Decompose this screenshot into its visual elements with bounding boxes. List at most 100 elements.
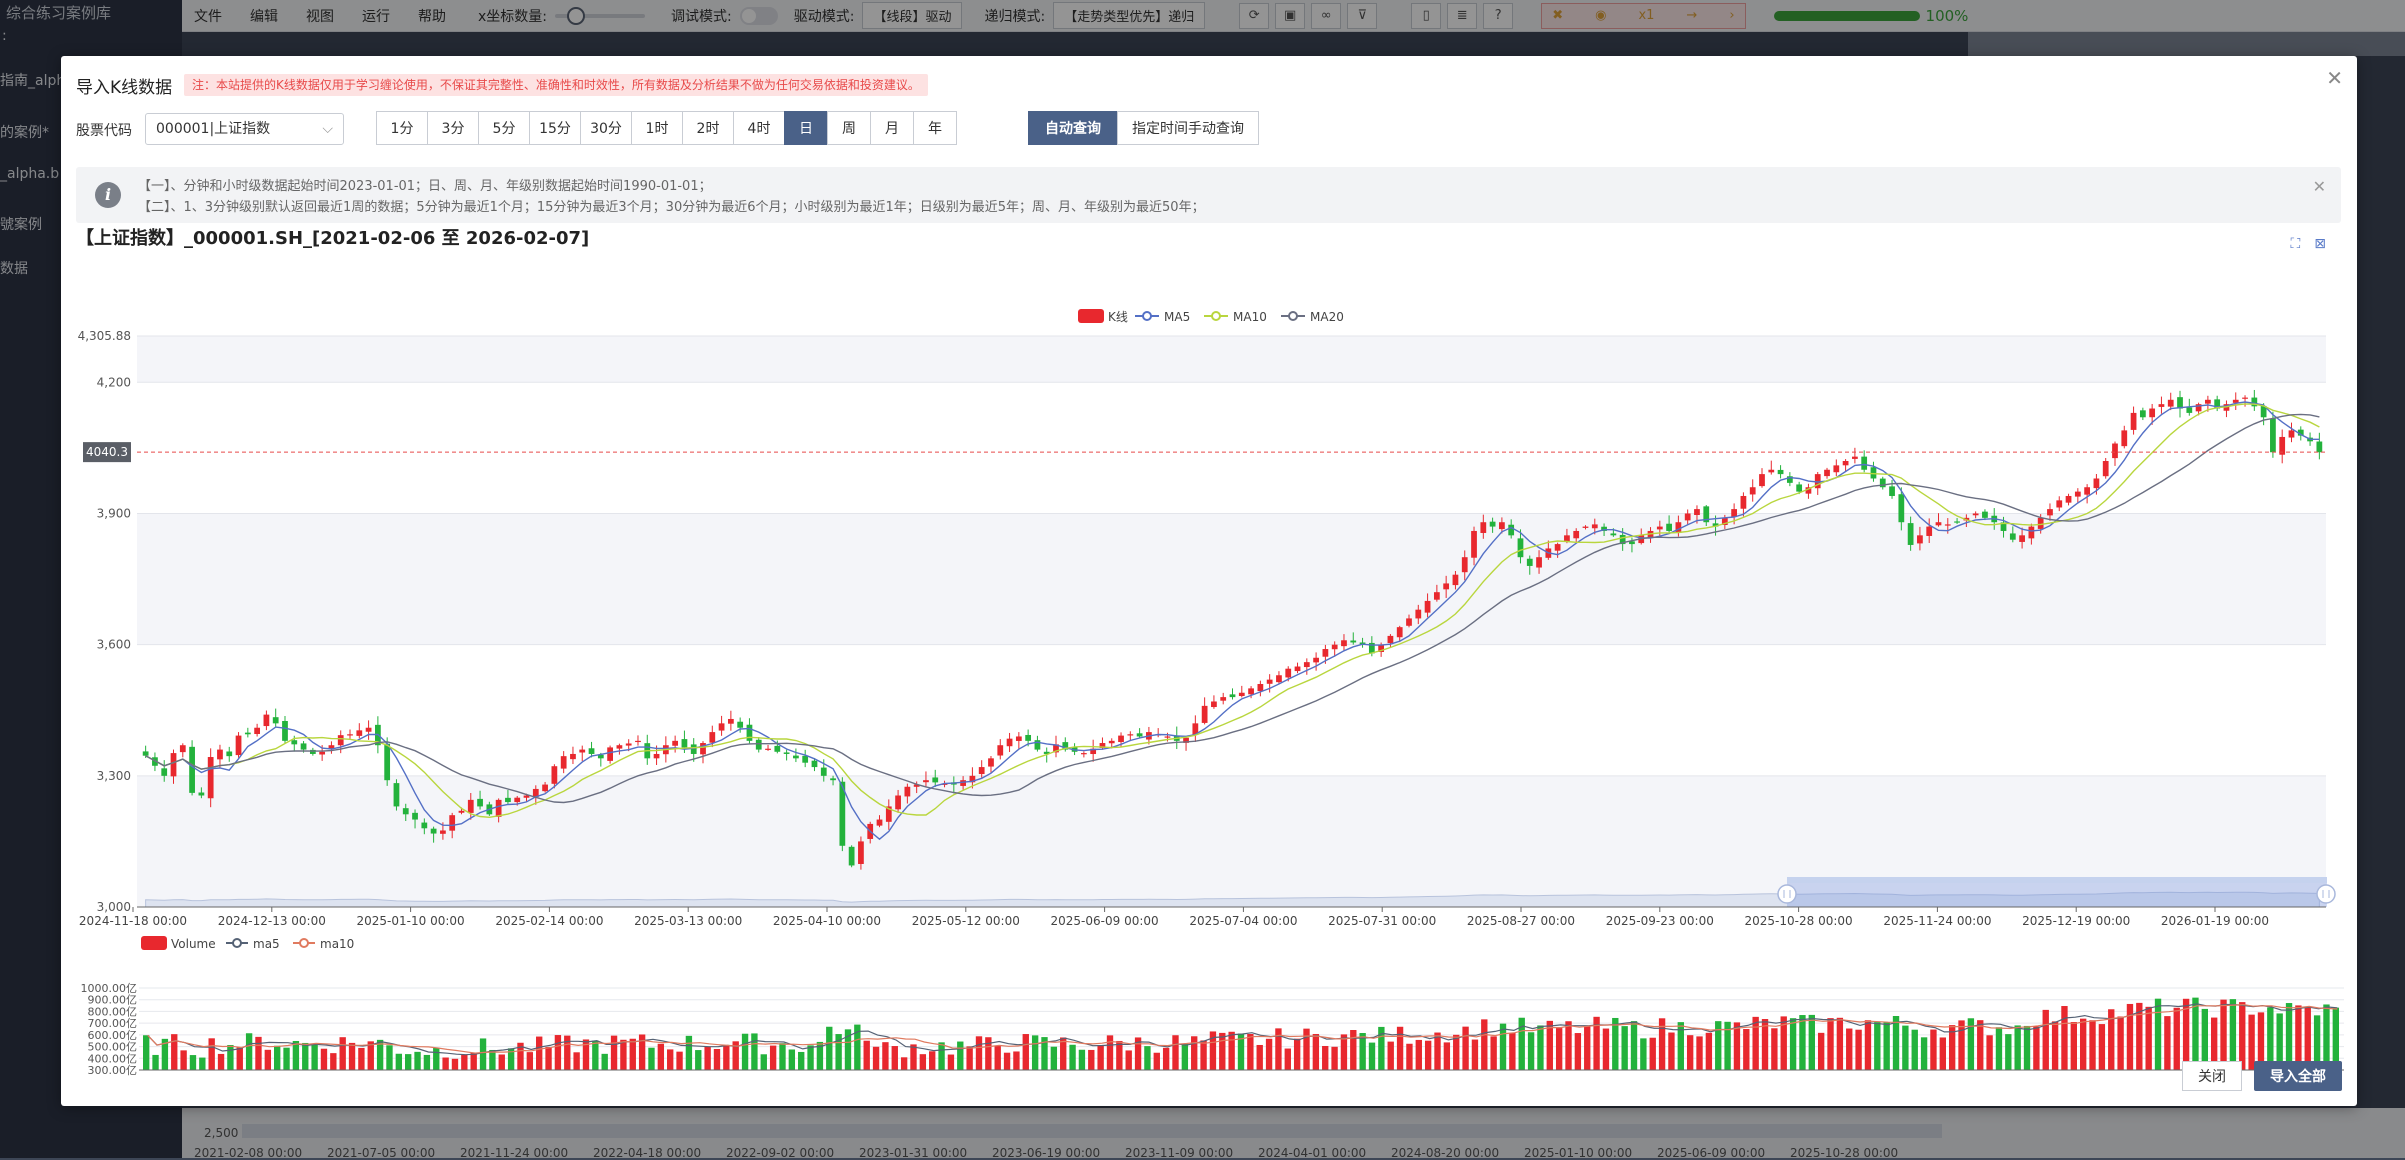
volume-bar[interactable] (414, 1051, 421, 1070)
candle[interactable] (1396, 625, 1403, 643)
candle[interactable] (495, 798, 502, 823)
volume-bar[interactable] (2136, 1002, 2143, 1070)
candle[interactable] (895, 789, 901, 813)
volume-bar[interactable] (2014, 1025, 2021, 1070)
volume-bar[interactable] (1780, 1016, 1787, 1070)
candle[interactable] (2214, 395, 2221, 412)
candle[interactable] (1303, 658, 1310, 675)
manual-query-button[interactable]: 指定时间手动查询 (1117, 111, 1259, 145)
volume-bar[interactable] (751, 1033, 758, 1070)
volume-bar[interactable] (489, 1049, 496, 1070)
candle[interactable] (1452, 571, 1459, 590)
candle[interactable] (430, 826, 437, 843)
help-icon[interactable]: ? (1483, 2, 1514, 29)
volume-bar[interactable] (1892, 1016, 1900, 1070)
candle[interactable] (978, 760, 985, 778)
volume-bar[interactable] (1424, 1040, 1432, 1070)
volume-bar[interactable] (1696, 1036, 1703, 1070)
volume-bar[interactable] (2098, 1024, 2106, 1070)
candle[interactable] (1155, 728, 1162, 738)
candle[interactable] (2158, 396, 2165, 414)
candle[interactable] (412, 809, 418, 829)
slider-knob[interactable] (567, 6, 586, 25)
volume-bar[interactable] (1499, 1023, 1507, 1070)
candle[interactable] (1814, 471, 1821, 495)
volume-bar[interactable] (610, 1035, 618, 1070)
volume-bar[interactable] (779, 1043, 786, 1070)
candle[interactable] (1489, 517, 1496, 533)
volume-bar[interactable] (1162, 1047, 1170, 1070)
volume-bar[interactable] (985, 1037, 992, 1070)
candle[interactable] (170, 749, 177, 784)
candle[interactable] (1573, 528, 1580, 542)
volume-bar[interactable] (1088, 1049, 1095, 1070)
candle[interactable] (226, 746, 233, 762)
volume-bar[interactable] (1546, 1020, 1553, 1070)
candle[interactable] (1889, 479, 1895, 499)
volume-bar[interactable] (1116, 1040, 1123, 1070)
volume-bar[interactable] (807, 1045, 814, 1070)
volume-bar[interactable] (1490, 1036, 1497, 1070)
candle[interactable] (1796, 481, 1803, 495)
candle[interactable] (2149, 403, 2156, 425)
candle[interactable] (2167, 392, 2174, 411)
volume-bar[interactable] (2089, 1020, 2096, 1070)
volume-bar[interactable] (882, 1042, 889, 1070)
volume-bar[interactable] (1144, 1046, 1151, 1070)
candle[interactable] (1703, 505, 1710, 527)
volume-bar[interactable] (1799, 1015, 1806, 1070)
candle[interactable] (2056, 496, 2063, 512)
volume-bar[interactable] (2220, 999, 2227, 1070)
volume-bar[interactable] (2276, 1013, 2283, 1070)
candle[interactable] (1034, 735, 1041, 752)
zoom-select-icon[interactable]: ⊠ (2314, 236, 2326, 252)
volume-bar[interactable] (1555, 1028, 1563, 1070)
candle[interactable] (1201, 697, 1208, 725)
volume-bar[interactable] (348, 1042, 356, 1070)
candle[interactable] (2232, 392, 2239, 410)
volume-bar[interactable] (1630, 1021, 1638, 1070)
volume-bar[interactable] (2313, 1015, 2321, 1070)
period-button[interactable]: 1时 (631, 111, 683, 145)
volume-bar[interactable] (1864, 1020, 1872, 1070)
volume-bar[interactable] (620, 1039, 627, 1070)
volume-bar[interactable] (592, 1040, 599, 1070)
candle[interactable] (1257, 680, 1264, 697)
candle[interactable] (152, 752, 158, 772)
volume-bar[interactable] (910, 1044, 917, 1070)
volume-bar[interactable] (320, 1048, 328, 1070)
candle[interactable] (988, 755, 994, 774)
volume-bar[interactable] (1191, 1036, 1198, 1070)
volume-bar[interactable] (1453, 1034, 1460, 1070)
volume-bar[interactable] (1986, 1035, 1993, 1070)
volume-bar[interactable] (854, 1024, 861, 1070)
candle[interactable] (1471, 526, 1477, 566)
volume-bar[interactable] (498, 1054, 505, 1070)
candle[interactable] (263, 710, 270, 731)
volume-bar[interactable] (1200, 1040, 1207, 1070)
volume-bar[interactable] (245, 1033, 253, 1070)
sidebar-item[interactable]: : (2, 28, 7, 44)
volume-bar[interactable] (2005, 1034, 2012, 1070)
volume-bar[interactable] (1097, 1045, 1104, 1070)
volume-bar[interactable] (1013, 1051, 1020, 1070)
volume-bar[interactable] (1808, 1014, 1815, 1070)
candle[interactable] (477, 790, 483, 810)
candle[interactable] (1480, 514, 1487, 539)
volume-bar[interactable] (1134, 1037, 1142, 1070)
volume-bar[interactable] (2248, 1014, 2255, 1070)
candle[interactable] (1907, 516, 1914, 551)
candle[interactable] (2279, 429, 2286, 464)
zoom-window-bar[interactable] (1787, 877, 2327, 883)
candle[interactable] (1183, 736, 1189, 751)
volume-bar[interactable] (1658, 1018, 1666, 1070)
save-icon[interactable]: ▣ (1275, 2, 1306, 29)
volume-bar[interactable] (274, 1045, 281, 1070)
volume-bar[interactable] (2323, 1004, 2330, 1070)
speed-label[interactable]: x1 (1638, 8, 1655, 23)
volume-bar[interactable] (704, 1046, 711, 1070)
volume-bar[interactable] (1396, 1026, 1404, 1070)
candle[interactable] (1879, 476, 1886, 490)
candle[interactable] (755, 737, 762, 753)
bookmark-icon[interactable]: ⊽ (1347, 2, 1378, 29)
